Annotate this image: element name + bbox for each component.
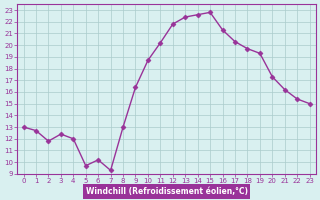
X-axis label: Windchill (Refroidissement éolien,°C): Windchill (Refroidissement éolien,°C) [85, 187, 248, 196]
